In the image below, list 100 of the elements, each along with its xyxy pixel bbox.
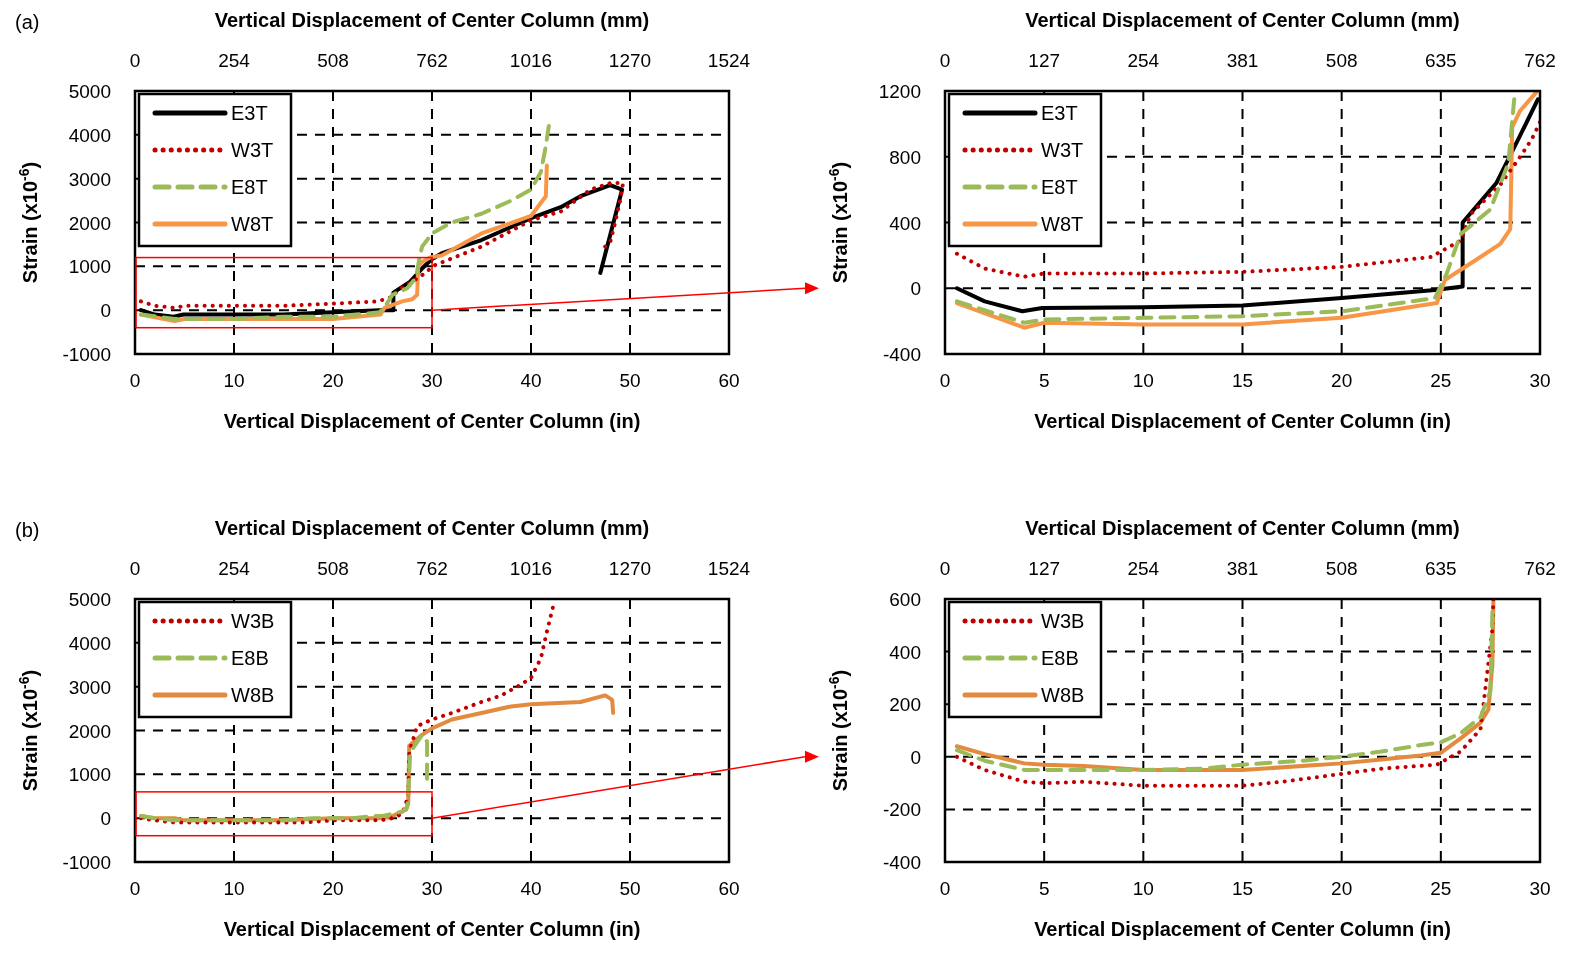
y-tick-label: 2000 — [68, 212, 111, 234]
x-tick-label: 50 — [619, 878, 641, 899]
legend-label: E8B — [231, 647, 269, 669]
legend-label: W3T — [231, 139, 274, 161]
x2-tick-label: 381 — [1226, 50, 1259, 71]
x2-tick-label: 0 — [129, 558, 141, 579]
x-tick-label: 25 — [1430, 370, 1452, 391]
legend-label: E8B — [1041, 647, 1079, 669]
y-tick-label: 0 — [100, 808, 111, 830]
x2-tick-label: 254 — [218, 50, 251, 71]
y-tick-label: 1000 — [68, 764, 111, 786]
x-tick-label: 30 — [1529, 878, 1551, 899]
y-tick-label: 4000 — [68, 632, 111, 654]
y-tick-label: -400 — [882, 852, 921, 873]
x2-tick-label: 762 — [416, 558, 448, 579]
x2-tick-label: 508 — [1325, 50, 1358, 71]
x-tick-label: 20 — [322, 370, 344, 391]
x-tick-label: 20 — [1331, 370, 1353, 391]
legend-label: E3T — [231, 102, 268, 124]
x2-tick-label: 635 — [1424, 558, 1457, 579]
line-series — [954, 120, 1540, 279]
x-tick-label: 50 — [619, 370, 641, 391]
y-tick-label: 200 — [889, 694, 921, 716]
x2-tick-label: 508 — [1325, 558, 1358, 579]
y-tick-label: 0 — [100, 300, 111, 322]
legend-label: W3B — [231, 610, 275, 632]
x-tick-label: 10 — [223, 878, 245, 899]
x2-tick-label: 0 — [129, 50, 141, 71]
x-tick-label: 0 — [129, 878, 141, 899]
x-tick-label: 30 — [421, 370, 443, 391]
x2-axis-title: Vertical Displacement of Center Column (mm) — [1025, 517, 1460, 539]
x-tick-label: 60 — [718, 370, 740, 391]
line-series — [138, 605, 555, 825]
legend-label: W8T — [231, 213, 274, 235]
legend-label: E3T — [1041, 102, 1078, 124]
x-tick-label: 5 — [1038, 370, 1050, 391]
x2-tick-label: 254 — [218, 558, 251, 579]
y-tick-label: 4000 — [68, 124, 111, 146]
y-tick-label: 5000 — [68, 589, 111, 610]
x-tick-label: 10 — [223, 370, 245, 391]
x-tick-label: 10 — [1132, 878, 1154, 899]
x-tick-label: 15 — [1231, 370, 1254, 391]
x-tick-label: 15 — [1231, 878, 1254, 899]
legend-label: W8B — [1041, 684, 1085, 706]
x2-axis-title: Vertical Displacement of Center Column (mm) — [1025, 9, 1460, 31]
y-tick-label: 1000 — [68, 256, 111, 278]
x2-tick-label: 127 — [1028, 50, 1061, 71]
x2-tick-label: 1016 — [509, 558, 553, 579]
y-tick-label: 2000 — [68, 720, 111, 742]
x-axis-title: Vertical Displacement of Center Column (in) — [1034, 918, 1451, 940]
legend-label: W8T — [1041, 213, 1084, 235]
x2-tick-label: 1270 — [608, 50, 652, 71]
y-tick-label: 400 — [889, 212, 921, 234]
x-tick-label: 40 — [520, 878, 542, 899]
x-tick-label: 10 — [1132, 370, 1154, 391]
y-tick-label: 0 — [910, 278, 921, 300]
y-tick-label: -1000 — [62, 344, 111, 365]
legend-label: W8B — [231, 684, 275, 706]
x2-tick-label: 254 — [1127, 50, 1160, 71]
legend-label: W3B — [1041, 610, 1085, 632]
x2-axis-title: Vertical Displacement of Center Column (mm) — [214, 517, 650, 539]
legend-label: W3T — [1041, 139, 1084, 161]
x-tick-label: 25 — [1430, 878, 1452, 899]
y-tick-label: 800 — [889, 146, 921, 168]
x-tick-label: 40 — [520, 370, 542, 391]
y-tick-label: -400 — [882, 344, 921, 365]
x2-tick-label: 1016 — [509, 50, 553, 71]
y-tick-label: 3000 — [68, 168, 111, 190]
y-tick-label: -1000 — [62, 852, 111, 873]
x2-tick-label: 381 — [1226, 558, 1259, 579]
x-tick-label: 0 — [129, 370, 141, 391]
x-tick-label: 5 — [1038, 878, 1050, 899]
x2-tick-label: 1524 — [707, 558, 751, 579]
x2-tick-label: 762 — [1524, 558, 1556, 579]
y-tick-label: 1200 — [878, 81, 921, 102]
x2-tick-label: 762 — [416, 50, 448, 71]
y-tick-label: 400 — [889, 641, 921, 663]
x-tick-label: 30 — [1529, 370, 1551, 391]
x2-tick-label: 254 — [1127, 558, 1160, 579]
x2-tick-label: 1270 — [608, 558, 652, 579]
x-axis-title: Vertical Displacement of Center Column (in) — [1034, 410, 1451, 432]
x2-tick-label: 0 — [939, 50, 951, 71]
text: (a) — [15, 11, 40, 33]
y-tick-label: 5000 — [68, 81, 111, 102]
x-tick-label: 20 — [322, 878, 344, 899]
x2-tick-label: 762 — [1524, 50, 1556, 71]
y-tick-label: 0 — [910, 746, 921, 768]
line-series — [138, 732, 430, 823]
line-series — [138, 124, 551, 321]
x2-tick-label: 0 — [939, 558, 951, 579]
x2-tick-label: 127 — [1028, 558, 1061, 579]
y-tick-label: 3000 — [68, 676, 111, 698]
x-tick-label: 0 — [939, 370, 951, 391]
y-tick-label: 600 — [889, 589, 921, 610]
x-tick-label: 20 — [1331, 878, 1353, 899]
x-axis-title: Vertical Displacement of Center Column (in) — [223, 410, 641, 432]
x2-tick-label: 635 — [1424, 50, 1457, 71]
x-tick-label: 30 — [421, 878, 443, 899]
legend-label: E8T — [1041, 176, 1078, 198]
x2-axis-title: Vertical Displacement of Center Column (mm) — [214, 9, 650, 31]
